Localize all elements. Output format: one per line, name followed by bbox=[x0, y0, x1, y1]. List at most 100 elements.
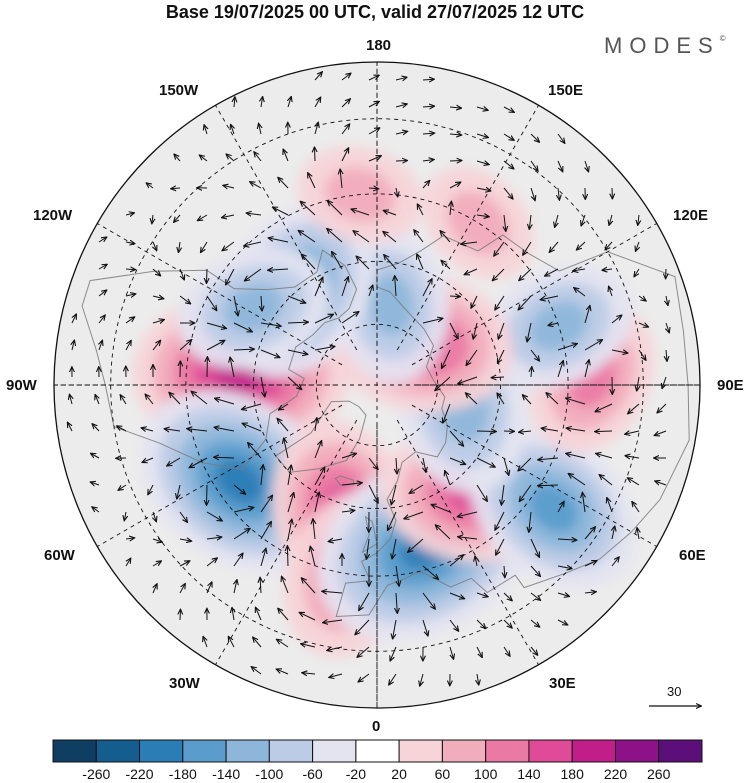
wind-arrow bbox=[503, 160, 514, 169]
wind-arrow bbox=[538, 485, 559, 486]
wind-arrow bbox=[538, 458, 559, 460]
wind-arrow bbox=[530, 619, 539, 627]
wind-arrow bbox=[657, 403, 667, 413]
colorbar-swatch bbox=[441, 739, 487, 763]
wind-arrow bbox=[300, 613, 316, 621]
wind-arrow bbox=[449, 555, 463, 567]
wind-arrow bbox=[449, 619, 458, 631]
wind-arrow bbox=[582, 493, 585, 513]
anomaly-positive-kamchatka bbox=[447, 191, 510, 255]
wind-arrow bbox=[495, 295, 505, 310]
wind-arrow bbox=[530, 187, 535, 200]
wind-arrow bbox=[358, 673, 370, 682]
wind-arrow bbox=[148, 484, 154, 495]
colorbar-swatch bbox=[658, 739, 703, 763]
wind-arrow bbox=[530, 349, 539, 361]
wind-arrow bbox=[566, 454, 586, 459]
wind-arrow bbox=[476, 646, 482, 657]
wind-arrow bbox=[449, 322, 458, 338]
wind-arrow bbox=[256, 608, 262, 621]
wind-arrow bbox=[418, 204, 424, 216]
colorbar-swatch bbox=[615, 739, 660, 763]
wind-arrow bbox=[234, 97, 235, 108]
wind-arrow bbox=[167, 457, 181, 466]
wind-arrow bbox=[288, 465, 291, 486]
wind-arrow bbox=[117, 426, 127, 432]
anomaly-negative-eastern-siberia bbox=[529, 301, 589, 351]
wind-arrow bbox=[476, 619, 486, 628]
wind-arrow bbox=[435, 376, 451, 390]
wind-arrow bbox=[396, 592, 397, 613]
wind-arrow bbox=[203, 637, 207, 648]
wind-arrow bbox=[404, 511, 424, 519]
wind-arrow bbox=[504, 565, 505, 577]
wind-arrow bbox=[655, 430, 667, 435]
lon-label-60w: 60W bbox=[44, 547, 75, 564]
wind-arrow bbox=[206, 511, 222, 521]
wind-arrow bbox=[545, 268, 559, 276]
wind-arrow bbox=[529, 511, 531, 532]
wind-arrow bbox=[273, 207, 289, 216]
wind-arrow bbox=[124, 511, 126, 520]
wind-arrow bbox=[287, 546, 288, 567]
wind-arrow bbox=[327, 229, 343, 243]
wind-arrow bbox=[260, 522, 271, 540]
colorbar-tick-label: 180 bbox=[560, 766, 584, 782]
wind-arrow bbox=[666, 349, 667, 361]
wind-arrow bbox=[179, 340, 192, 351]
meridian--150 bbox=[215, 105, 358, 351]
wind-arrow bbox=[234, 580, 237, 594]
wind-arrow bbox=[531, 367, 532, 378]
wind-arrow bbox=[368, 128, 380, 135]
lon-label-60e: 60E bbox=[679, 547, 706, 564]
wind-arrow bbox=[530, 646, 538, 655]
wind-arrow bbox=[422, 79, 434, 80]
wind-arrow bbox=[223, 185, 235, 188]
wind-arrow bbox=[341, 312, 359, 324]
wind-arrow bbox=[503, 646, 510, 656]
wind-arrow bbox=[384, 211, 397, 216]
wind-arrow bbox=[308, 173, 316, 189]
wind-arrow bbox=[638, 349, 646, 360]
colorbar-tick-label: -260 bbox=[82, 766, 111, 782]
wind-arrow bbox=[206, 322, 226, 328]
wind-arrow bbox=[595, 403, 613, 412]
coastlines bbox=[81, 234, 690, 618]
wind-arrow bbox=[384, 255, 397, 270]
wind-arrow bbox=[636, 241, 639, 251]
wind-arrow bbox=[153, 584, 157, 594]
chart-title: Base 19/07/2025 00 UTC, valid 27/07/2025… bbox=[165, 2, 585, 22]
wind-vectors bbox=[68, 72, 670, 686]
wind-arrow bbox=[314, 346, 335, 351]
colorbar-tick-label: 20 bbox=[391, 766, 407, 782]
meridian--30 bbox=[215, 419, 358, 665]
wind-arrow bbox=[243, 423, 262, 432]
wind-arrow bbox=[187, 429, 208, 431]
wind-arrow bbox=[569, 474, 586, 486]
colorbar-swatch bbox=[398, 739, 443, 763]
wind-arrow bbox=[548, 323, 559, 325]
wind-arrow bbox=[440, 231, 451, 243]
wind-arrow bbox=[259, 124, 261, 135]
colorbar-swatch bbox=[528, 739, 573, 763]
wind-arrow bbox=[637, 528, 639, 540]
wind-arrow bbox=[341, 483, 362, 485]
wind-arrow bbox=[368, 188, 378, 189]
wind-arrow bbox=[523, 395, 532, 405]
wind-arrow bbox=[179, 268, 184, 280]
wind-arrow bbox=[566, 398, 586, 405]
wind-arrow bbox=[260, 549, 266, 567]
colorbar-swatch bbox=[182, 739, 227, 763]
wind-arrow bbox=[389, 673, 397, 685]
wind-arrow bbox=[229, 637, 235, 648]
wind-arrow bbox=[557, 133, 565, 143]
wind-arrow bbox=[567, 428, 586, 431]
wind-arrow bbox=[125, 341, 131, 351]
wind-arrow bbox=[449, 430, 463, 446]
wind-arrow bbox=[422, 133, 434, 134]
wind-arrow bbox=[200, 155, 208, 162]
wind-arrow bbox=[98, 264, 107, 270]
wind-arrow bbox=[261, 465, 263, 486]
wind-arrow bbox=[253, 637, 262, 648]
